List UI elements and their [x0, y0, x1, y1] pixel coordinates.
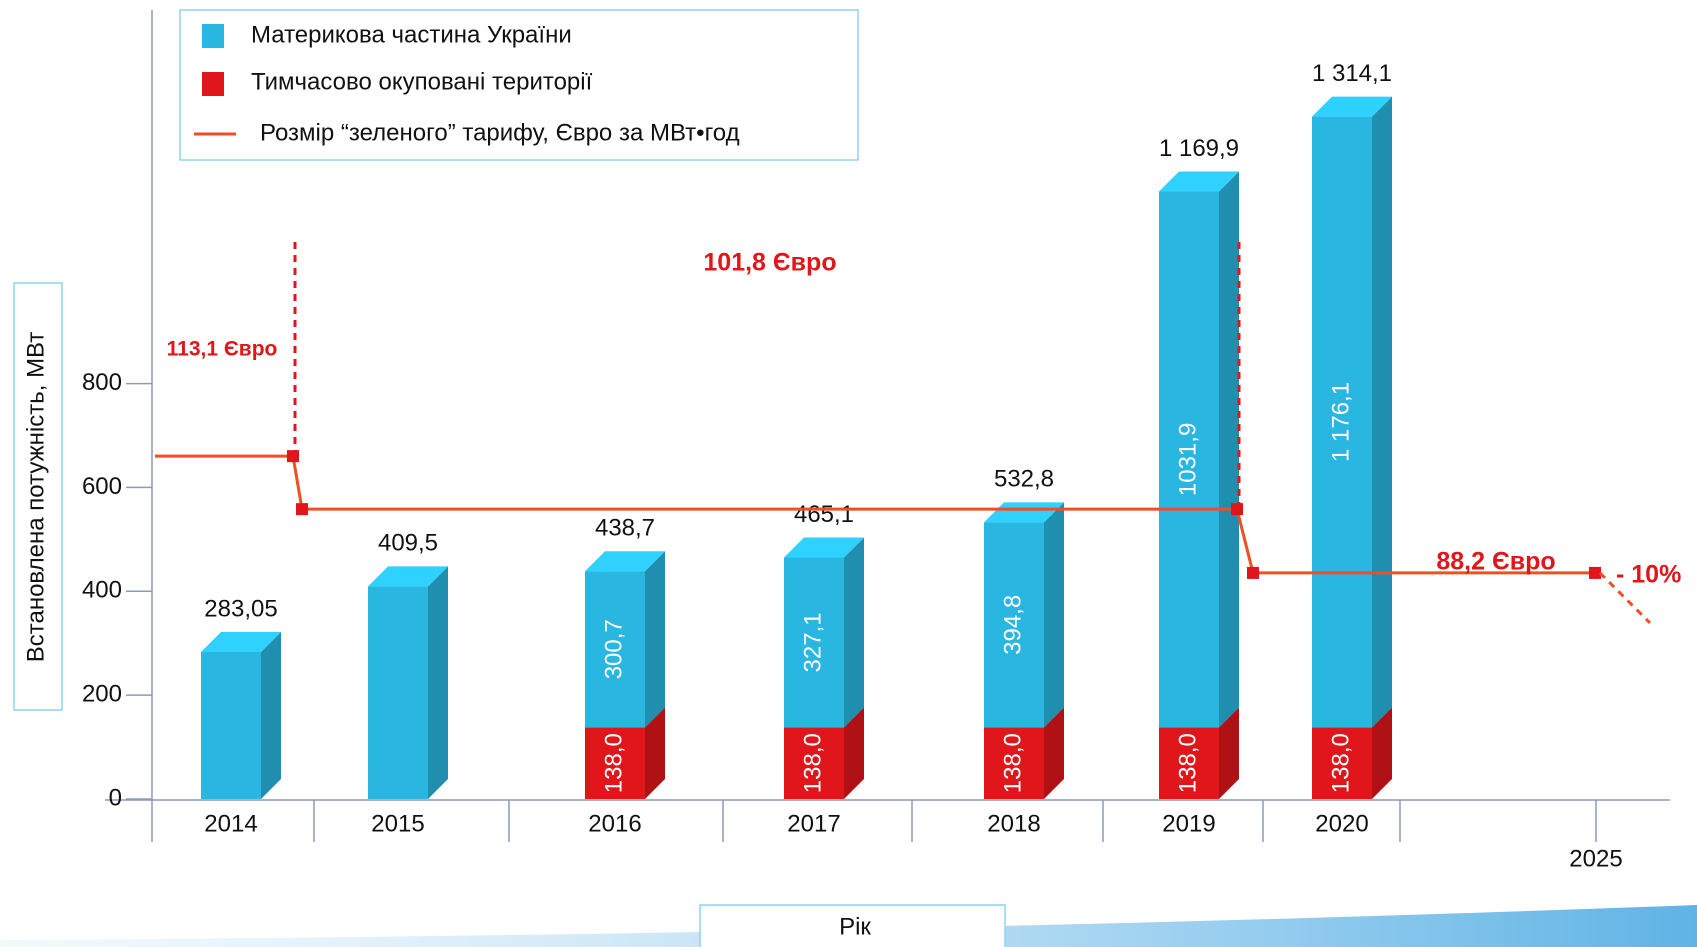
bar-value-label: 1 176,1	[1327, 382, 1354, 462]
bar	[585, 727, 645, 799]
tariff-marker	[1589, 566, 1601, 579]
bar	[1312, 727, 1372, 799]
tariff-change-label: - 10%	[1616, 561, 1681, 589]
bar-top	[984, 502, 1064, 523]
x-label-box	[699, 904, 1006, 947]
y-tick-label: 200	[82, 680, 122, 707]
tariff-marker	[1231, 503, 1243, 516]
x-tick-label: 2015	[371, 810, 424, 837]
y-tick-label: 600	[82, 473, 122, 500]
bar-top	[201, 632, 281, 653]
bar-value-label: 138,0	[1327, 733, 1354, 793]
tariff-marker	[296, 503, 308, 516]
total-label: 1 169,9	[1159, 135, 1239, 162]
bar	[1159, 727, 1219, 799]
bar-side	[1044, 502, 1064, 728]
bar	[984, 522, 1044, 728]
y-tick-label: 800	[82, 369, 122, 396]
bar	[201, 652, 261, 799]
y-label-box	[13, 282, 63, 711]
bar	[368, 586, 428, 799]
x-tick-label: 2020	[1315, 810, 1368, 837]
tariff-step	[1235, 508, 1255, 574]
total-label: 465,1	[794, 501, 854, 528]
x-tick-label: 2025	[1569, 845, 1622, 872]
background-swoosh	[0, 905, 1697, 947]
bar-top	[784, 537, 864, 558]
bar	[784, 727, 844, 799]
bar-side	[1372, 96, 1392, 728]
y-axis-label: Встановлена потужність, МВт	[22, 332, 49, 663]
x-axis-label: Рік	[839, 913, 871, 940]
legend-box	[179, 9, 859, 161]
total-label: 532,8	[994, 466, 1054, 493]
bar-value-label: 138,0	[600, 733, 627, 793]
bar-side	[645, 707, 665, 799]
legend-label: Материкова частина України	[251, 21, 572, 48]
tariff-marker	[287, 450, 299, 463]
tariff-forecast	[1598, 571, 1652, 624]
tariff-step	[291, 455, 304, 510]
bar-value-label: 327,1	[799, 612, 826, 672]
total-label: 409,5	[378, 530, 438, 557]
bar-value-label: 300,7	[600, 619, 627, 679]
bar-side	[1044, 707, 1064, 799]
x-tick-label: 2014	[204, 810, 257, 837]
x-tick-label: 2017	[787, 810, 840, 837]
bar-side	[1219, 171, 1239, 728]
legend-label: Тимчасово окуповані території	[251, 68, 593, 95]
total-label: 438,7	[595, 515, 655, 542]
x-tick-label: 2016	[588, 810, 641, 837]
total-label: 1 314,1	[1312, 60, 1392, 87]
bar-side	[645, 551, 665, 728]
bar-side	[428, 566, 448, 799]
x-tick-label: 2019	[1162, 810, 1215, 837]
legend-swatch	[202, 24, 224, 48]
bar-side	[844, 537, 864, 728]
bar	[1312, 116, 1372, 728]
tariff-label: 101,8 Євро	[703, 249, 836, 277]
bar-value-label: 138,0	[799, 733, 826, 793]
bar-top	[1312, 96, 1392, 117]
tariff-marker	[1247, 566, 1259, 579]
bar-side	[1219, 707, 1239, 799]
bar-side	[844, 707, 864, 799]
bar-value-label: 394,8	[999, 595, 1026, 655]
tariff-label: 113,1 Євро	[167, 338, 278, 361]
bar	[1159, 191, 1219, 728]
bar-top	[1159, 171, 1239, 192]
total-label: 283,05	[204, 595, 277, 622]
bar-top	[368, 566, 448, 587]
bar	[784, 557, 844, 728]
y-tick-label: 400	[82, 577, 122, 604]
bar	[585, 571, 645, 728]
bar-top	[585, 551, 665, 572]
y-tick-label: 0	[109, 784, 122, 811]
bar-side	[261, 632, 281, 799]
x-tick-label: 2018	[987, 810, 1040, 837]
bar-value-label: 138,0	[999, 733, 1026, 793]
tariff-label: 88,2 Євро	[1436, 548, 1555, 576]
bar	[984, 727, 1044, 799]
legend-swatch	[202, 72, 224, 96]
bar-side	[1372, 707, 1392, 799]
bar-value-label: 1031,9	[1174, 423, 1201, 496]
bar-value-label: 138,0	[1174, 733, 1201, 793]
legend-label: Розмір “зеленого” тарифу, Євро за МВт•го…	[260, 119, 740, 146]
